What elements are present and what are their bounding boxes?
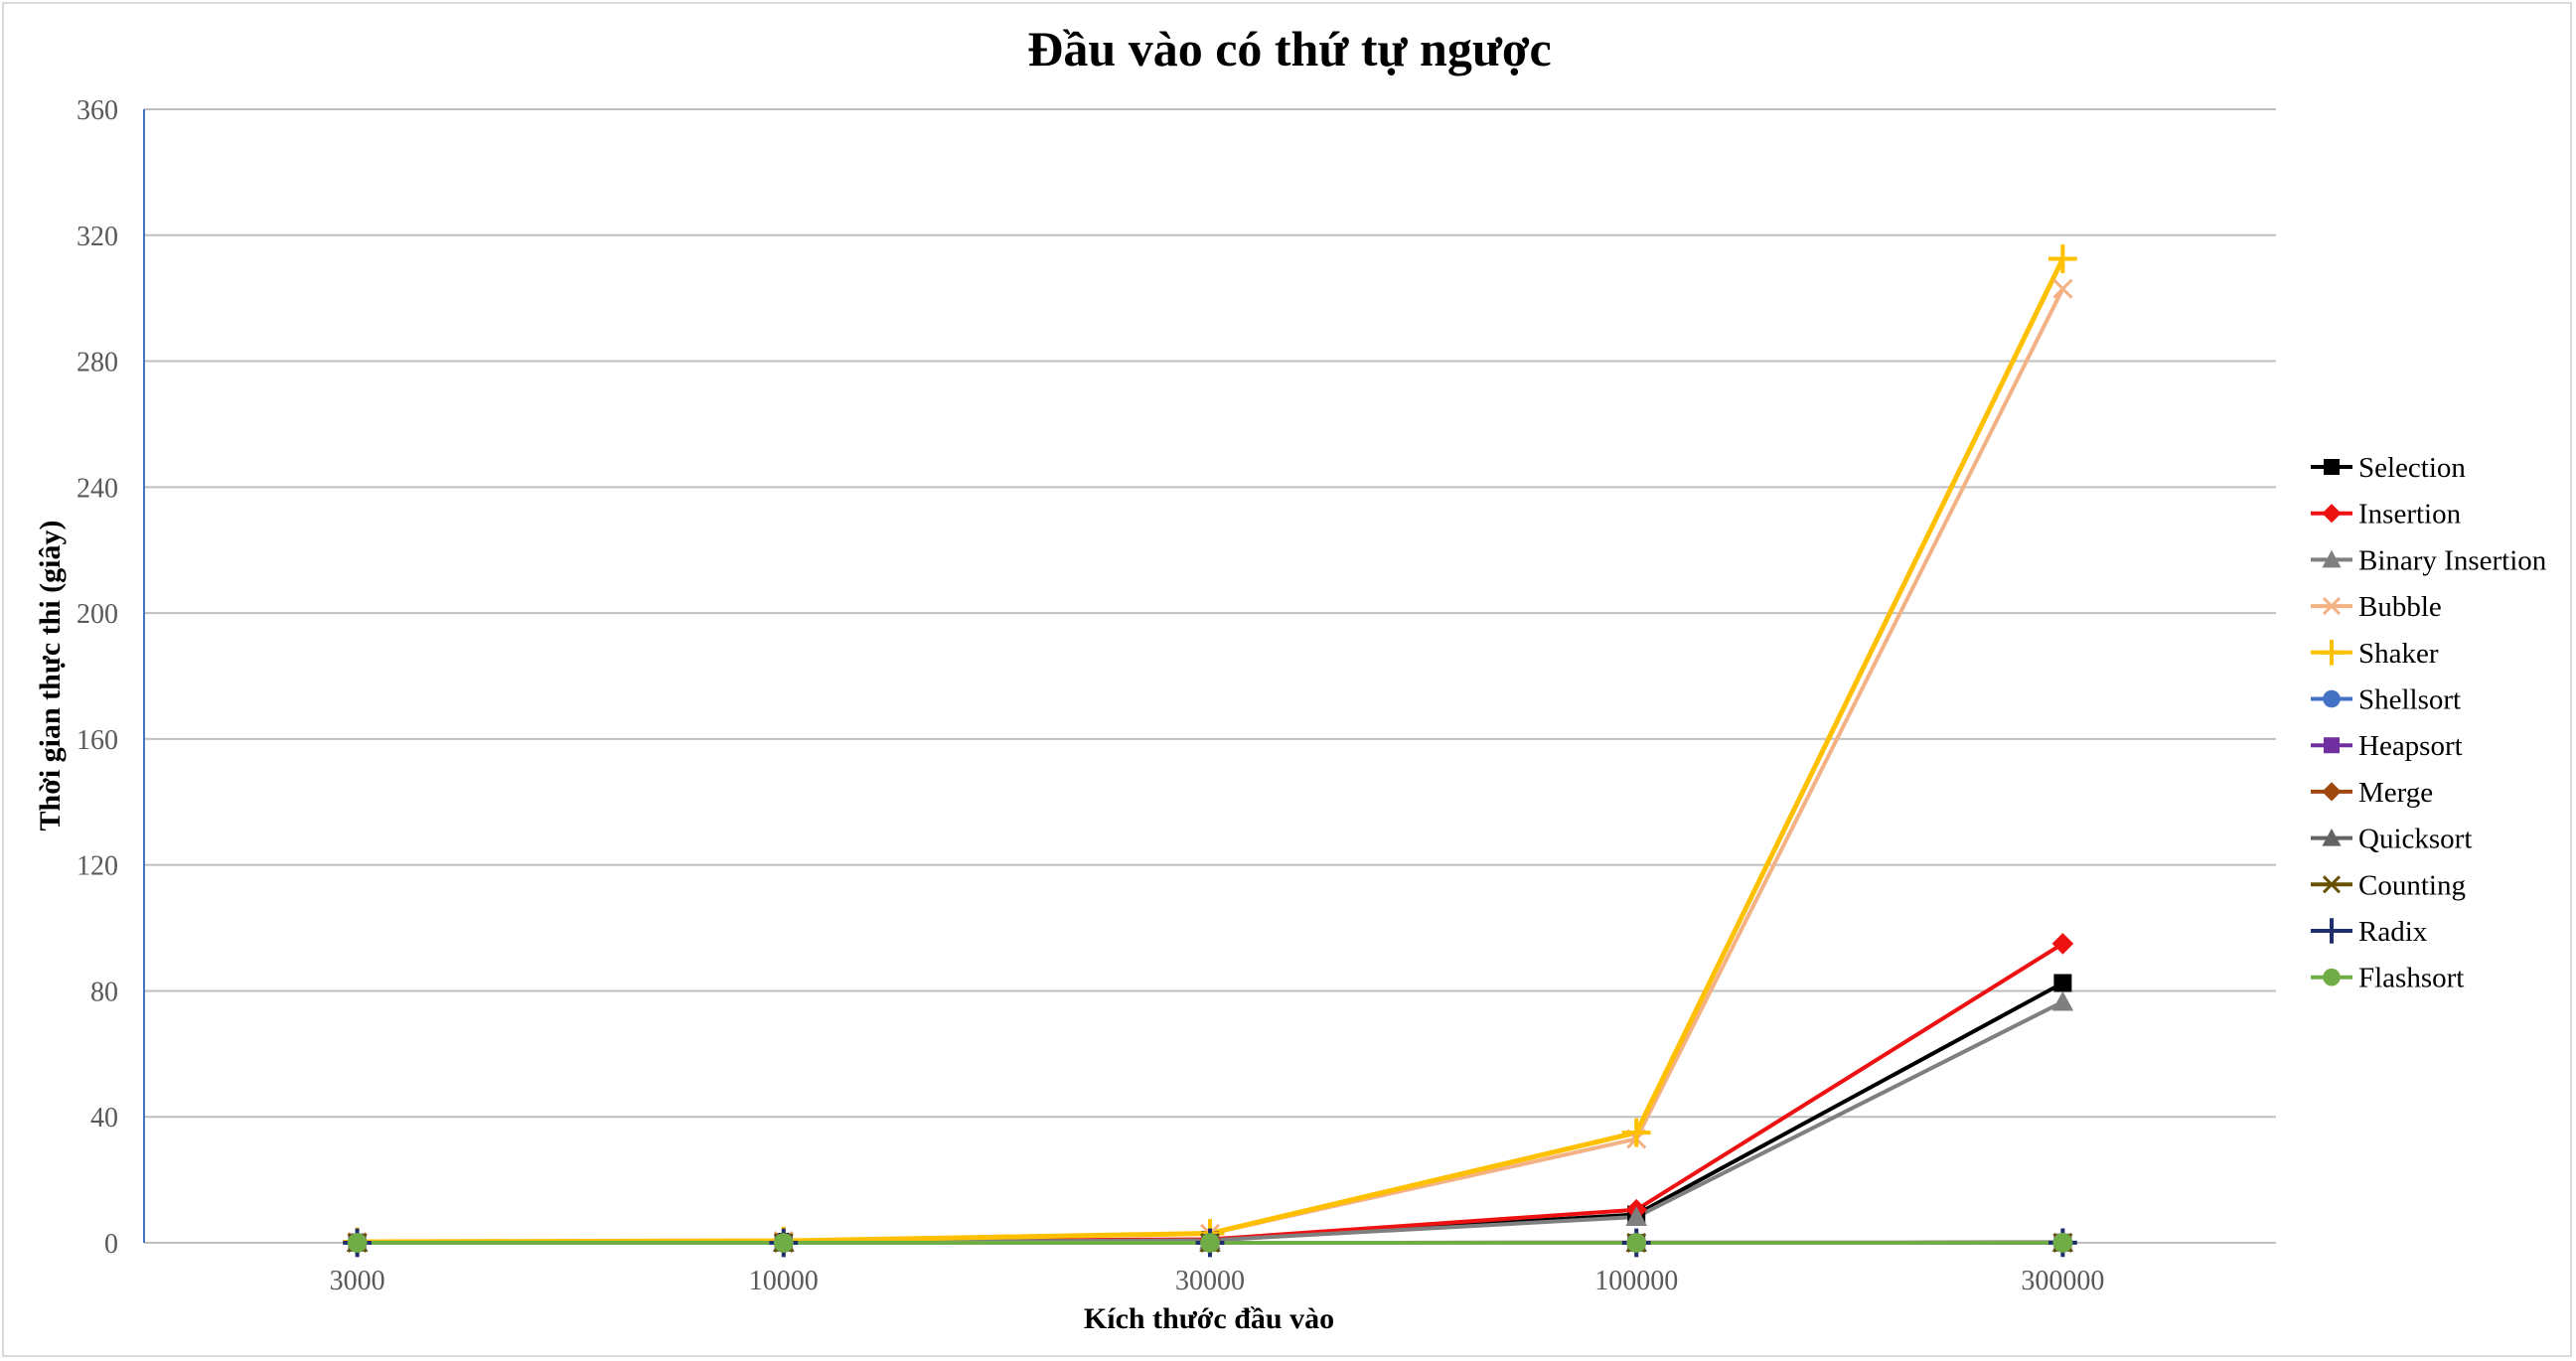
- y-tick-label: 80: [90, 977, 118, 1007]
- legend-item-binary-insertion: Binary Insertion: [2311, 544, 2547, 576]
- x-tick-labels: 3000 10000 30000 100000 300000: [330, 1266, 2105, 1296]
- series-lines: [357, 257, 2065, 1245]
- legend-swatch-marker: [2322, 597, 2342, 616]
- x-tick-label: 30000: [1175, 1266, 1245, 1296]
- y-tick-labels: 0 40 80 120 160 200 240 280 320 360: [76, 95, 118, 1260]
- point-flashsort: [1626, 1233, 1647, 1253]
- legend-item-radix: Radix: [2311, 916, 2428, 948]
- legend-label: Selection: [2358, 452, 2466, 484]
- legend-swatch-marker: [2324, 459, 2340, 475]
- legend-swatch-marker: [2322, 829, 2342, 846]
- legend-swatch-marker: [2322, 504, 2342, 524]
- x-axis-title: Kích thước đầu vào: [1084, 1302, 1334, 1335]
- point-shaker: [2048, 244, 2077, 273]
- point-bubble: [2052, 278, 2073, 299]
- legend-label: Binary Insertion: [2358, 544, 2547, 576]
- legend-swatch-marker: [2322, 782, 2342, 802]
- legend-item-bubble: Bubble: [2311, 591, 2442, 623]
- point-binary-insertion: [2051, 990, 2074, 1011]
- legend-item-merge: Merge: [2311, 777, 2433, 809]
- x-tick-label: 3000: [330, 1266, 385, 1296]
- point-selection: [2053, 974, 2072, 992]
- legend-swatch-marker: [2319, 640, 2345, 666]
- legend-swatch-marker: [2323, 968, 2341, 986]
- y-tick-label: 40: [90, 1103, 118, 1134]
- point-insertion: [2051, 933, 2074, 955]
- legend-swatch-marker: [2322, 549, 2342, 568]
- series-line-selection: [357, 981, 2064, 1245]
- legend-swatch-marker: [2319, 918, 2345, 944]
- y-tick-label: 200: [76, 599, 118, 630]
- legend-label: Quicksort: [2358, 824, 2472, 855]
- legend-item-selection: Selection: [2311, 452, 2466, 484]
- series-line-insertion: [357, 942, 2064, 1245]
- legend-label: Shaker: [2358, 638, 2439, 670]
- legend-label: Shellsort: [2358, 684, 2461, 716]
- legend-item-insertion: Insertion: [2311, 499, 2462, 530]
- legend-swatch-marker: [2321, 875, 2343, 894]
- x-tick-label: 100000: [1594, 1266, 1678, 1296]
- legend-label: Merge: [2358, 777, 2433, 809]
- legend-label: Radix: [2358, 916, 2428, 948]
- gridlines: [144, 108, 2276, 1244]
- chart-svg: Đầu vào có thứ tự ngược 0 40 80 120 160 200 24…: [34, 21, 2547, 1335]
- y-tick-label: 240: [76, 473, 118, 504]
- y-tick-label: 160: [76, 725, 118, 756]
- legend-label: Flashsort: [2358, 963, 2464, 994]
- y-tick-label: 280: [76, 348, 118, 378]
- legend-item-shaker: Shaker: [2311, 638, 2439, 670]
- y-tick-label: 360: [76, 95, 118, 126]
- legend-swatch-marker: [2323, 689, 2341, 708]
- point-binary-insertion: [1625, 1206, 1647, 1227]
- legend-label: Heapsort: [2358, 730, 2463, 762]
- y-tick-label: 0: [104, 1229, 118, 1260]
- legend-item-quicksort: Quicksort: [2311, 824, 2472, 855]
- y-tick-label: 320: [76, 222, 118, 252]
- legend-item-heapsort: Heapsort: [2311, 730, 2463, 762]
- legend-item-flashsort: Flashsort: [2311, 963, 2464, 994]
- chart-title: Đầu vào có thứ tự ngược: [1027, 21, 1551, 76]
- y-tick-label: 120: [76, 851, 118, 882]
- legend-label: Insertion: [2358, 499, 2462, 530]
- legend: Selection Insertion Binary Insertion Bubble…: [2311, 452, 2547, 994]
- point-flashsort: [347, 1233, 368, 1253]
- x-tick-label: 10000: [749, 1266, 819, 1296]
- legend-item-counting: Counting: [2311, 869, 2466, 901]
- legend-label: Bubble: [2358, 591, 2442, 623]
- series-markers: [343, 244, 2077, 1258]
- series-line-shaker: [357, 257, 2065, 1245]
- x-tick-label: 300000: [2021, 1266, 2104, 1296]
- y-axis-title: Thời gian thực thi (giây): [34, 521, 67, 832]
- point-flashsort: [1200, 1233, 1220, 1253]
- point-shaker: [1621, 1118, 1651, 1147]
- legend-label: Counting: [2358, 869, 2466, 901]
- point-flashsort: [2052, 1233, 2073, 1253]
- point-flashsort: [773, 1233, 794, 1253]
- series-line-bubble: [357, 287, 2065, 1244]
- legend-swatch-marker: [2324, 737, 2340, 754]
- legend-item-shellsort: Shellsort: [2311, 684, 2461, 716]
